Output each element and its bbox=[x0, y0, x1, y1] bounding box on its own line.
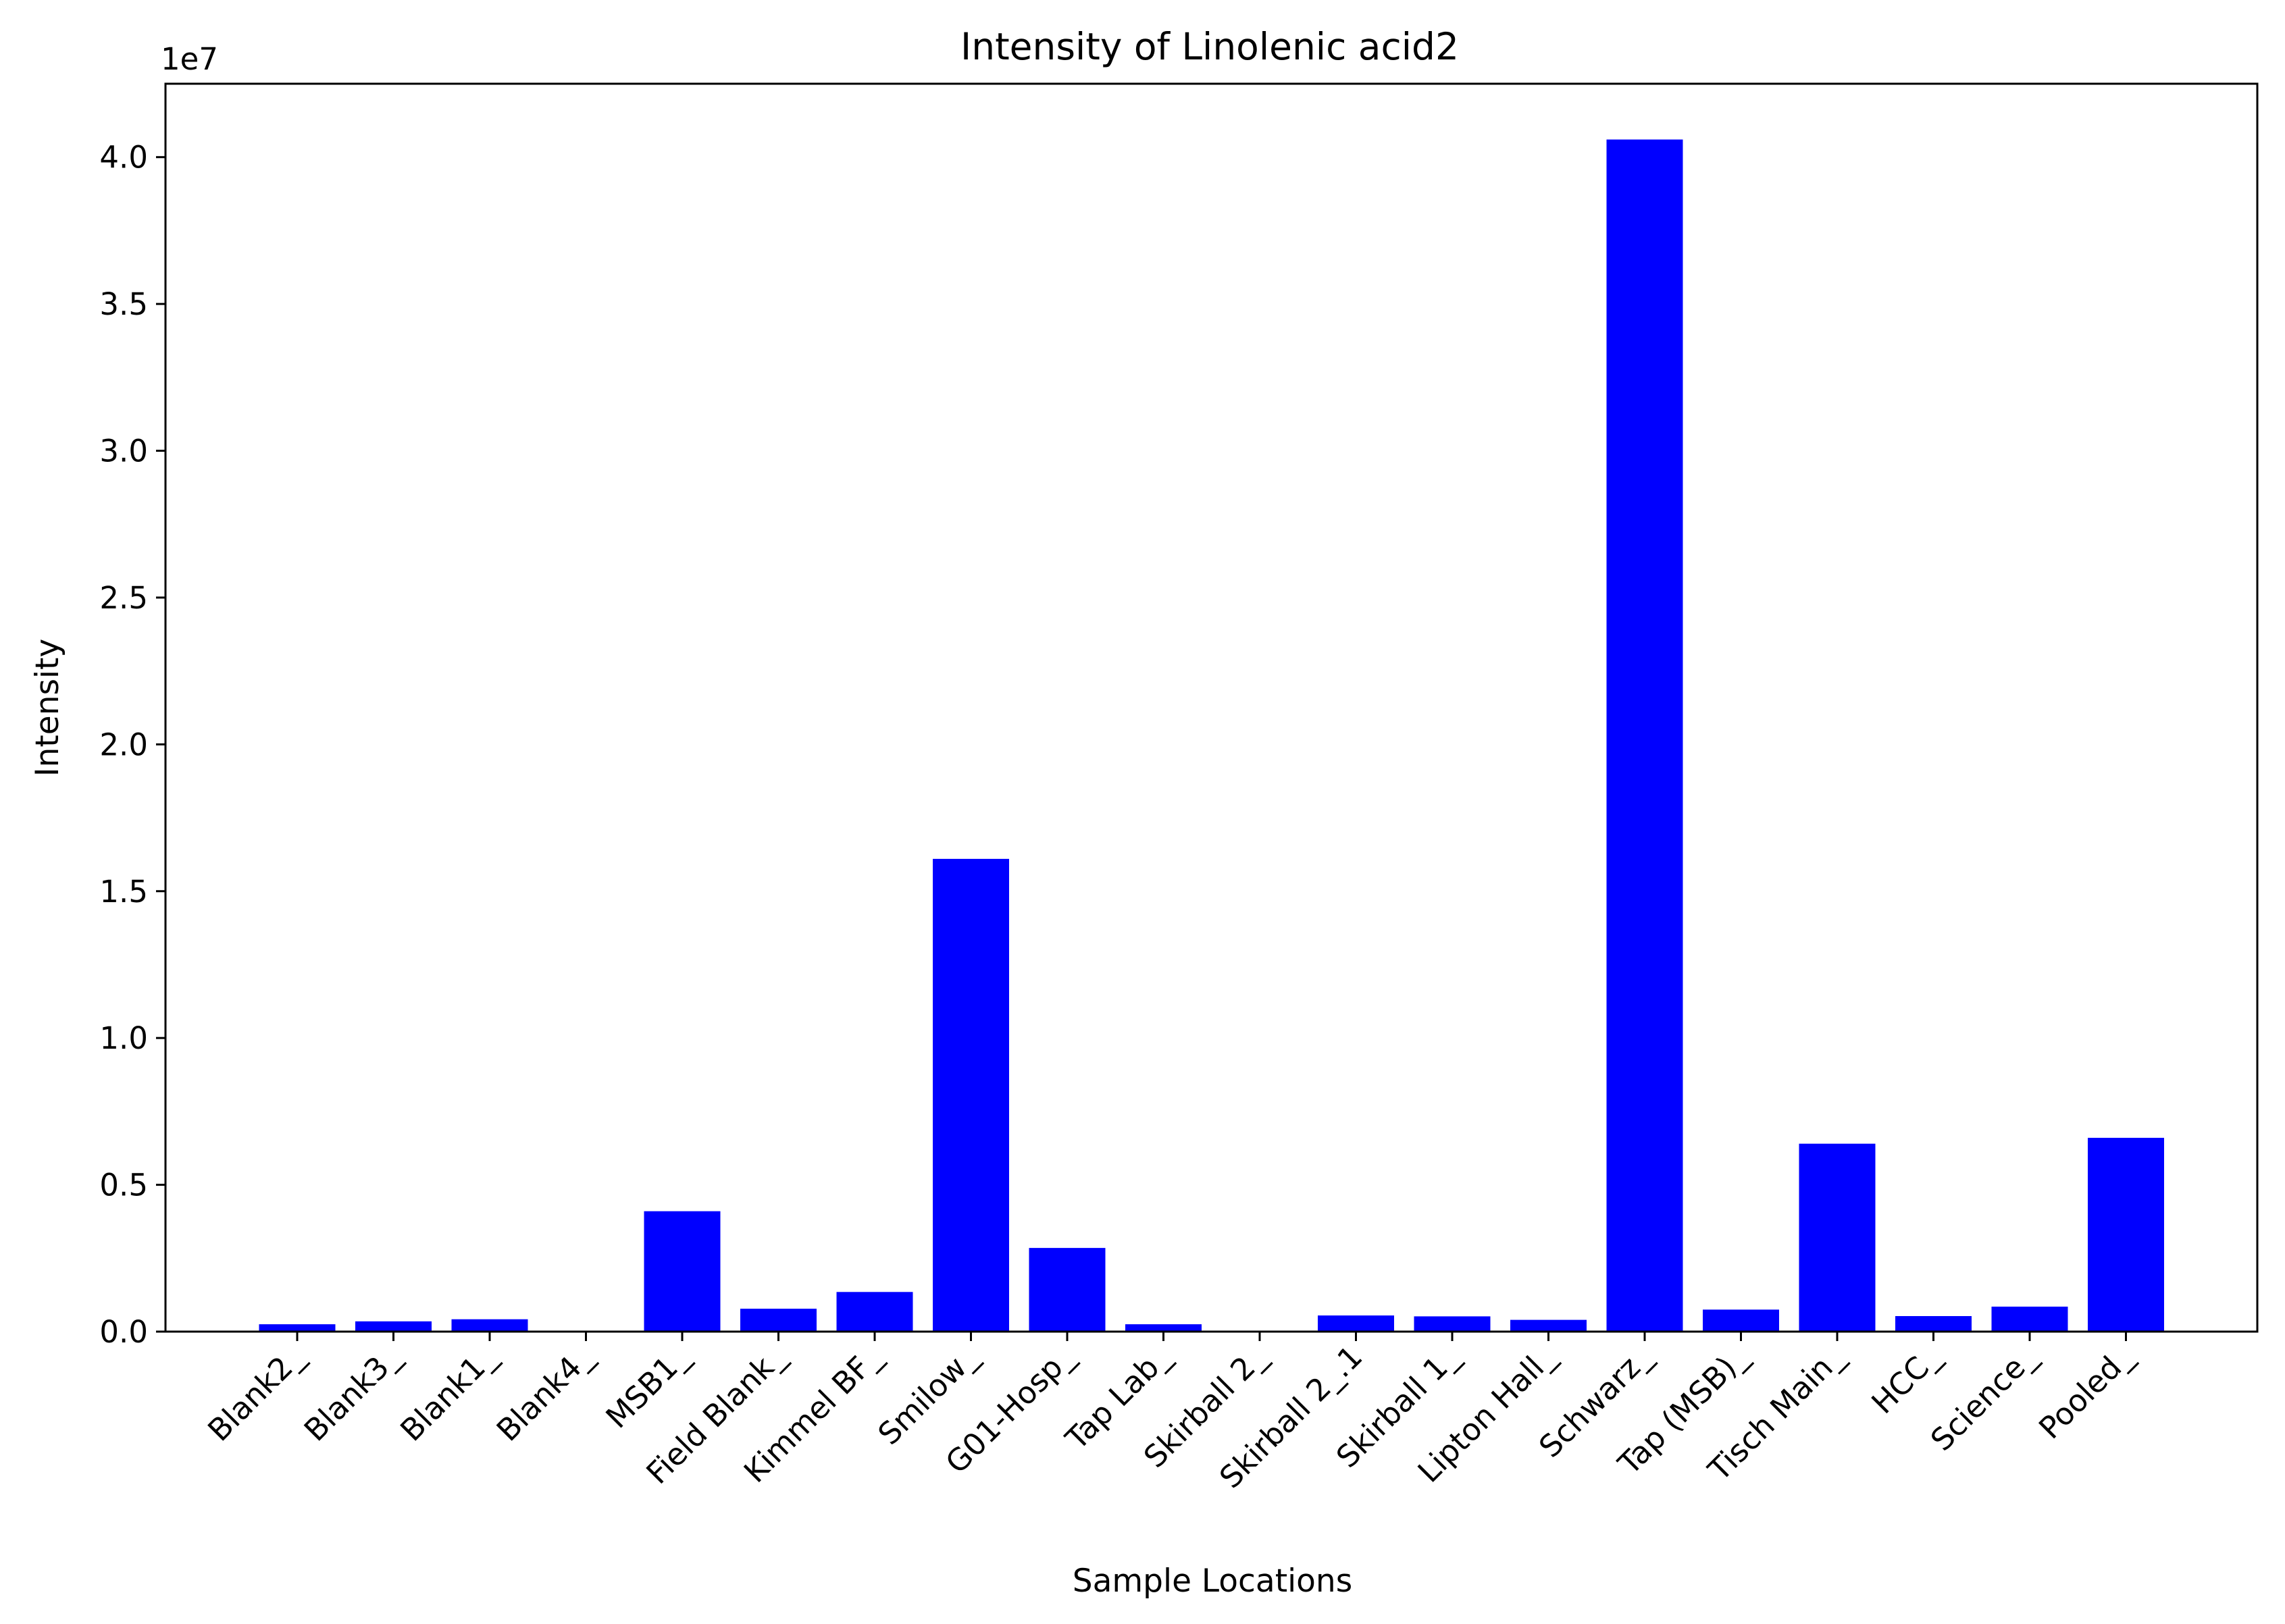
bar-5 bbox=[644, 1211, 721, 1332]
bar-16 bbox=[1703, 1309, 1779, 1332]
bar-6 bbox=[740, 1309, 817, 1332]
chart-title: Intensity of Linolenic acid2 bbox=[960, 25, 1459, 68]
y-axis: 0.0 0.5 1.0 1.5 2.0 2.5 3.0 3.5 4.0 bbox=[99, 140, 165, 1350]
bar-12 bbox=[1318, 1315, 1394, 1332]
bar-3 bbox=[451, 1319, 528, 1332]
y-tick-label: 0.0 bbox=[99, 1314, 148, 1350]
plot-frame bbox=[164, 82, 2259, 1333]
bar-17 bbox=[1799, 1143, 1876, 1332]
bar-2 bbox=[355, 1321, 432, 1332]
x-axis-label: Sample Locations bbox=[1073, 1563, 1352, 1600]
y-tick-label: 1.5 bbox=[99, 874, 148, 910]
bar-18 bbox=[1895, 1316, 1972, 1332]
y-tick-label: 4.0 bbox=[99, 140, 148, 176]
bar-15 bbox=[1606, 139, 1683, 1332]
y-axis-label: Intensity bbox=[29, 639, 66, 777]
bar-10 bbox=[1125, 1324, 1202, 1332]
y-tick-label: 2.0 bbox=[99, 727, 148, 762]
y-tick-label: 1.0 bbox=[99, 1020, 148, 1056]
bars-group bbox=[259, 139, 2164, 1332]
y-axis-offset-label: 1e7 bbox=[161, 41, 218, 77]
bar-7 bbox=[836, 1292, 913, 1332]
y-tick-label: 3.5 bbox=[99, 286, 148, 322]
y-tick-label: 2.5 bbox=[99, 580, 148, 616]
bar-1 bbox=[259, 1324, 336, 1332]
bar-20 bbox=[2088, 1138, 2164, 1332]
y-tick-label: 3.0 bbox=[99, 434, 148, 469]
bar-14 bbox=[1510, 1319, 1587, 1332]
bar-8 bbox=[933, 858, 1009, 1332]
bar-9 bbox=[1029, 1248, 1106, 1332]
bar-13 bbox=[1414, 1316, 1491, 1332]
bar-19 bbox=[1991, 1307, 2068, 1332]
y-tick-label: 0.5 bbox=[99, 1168, 148, 1203]
